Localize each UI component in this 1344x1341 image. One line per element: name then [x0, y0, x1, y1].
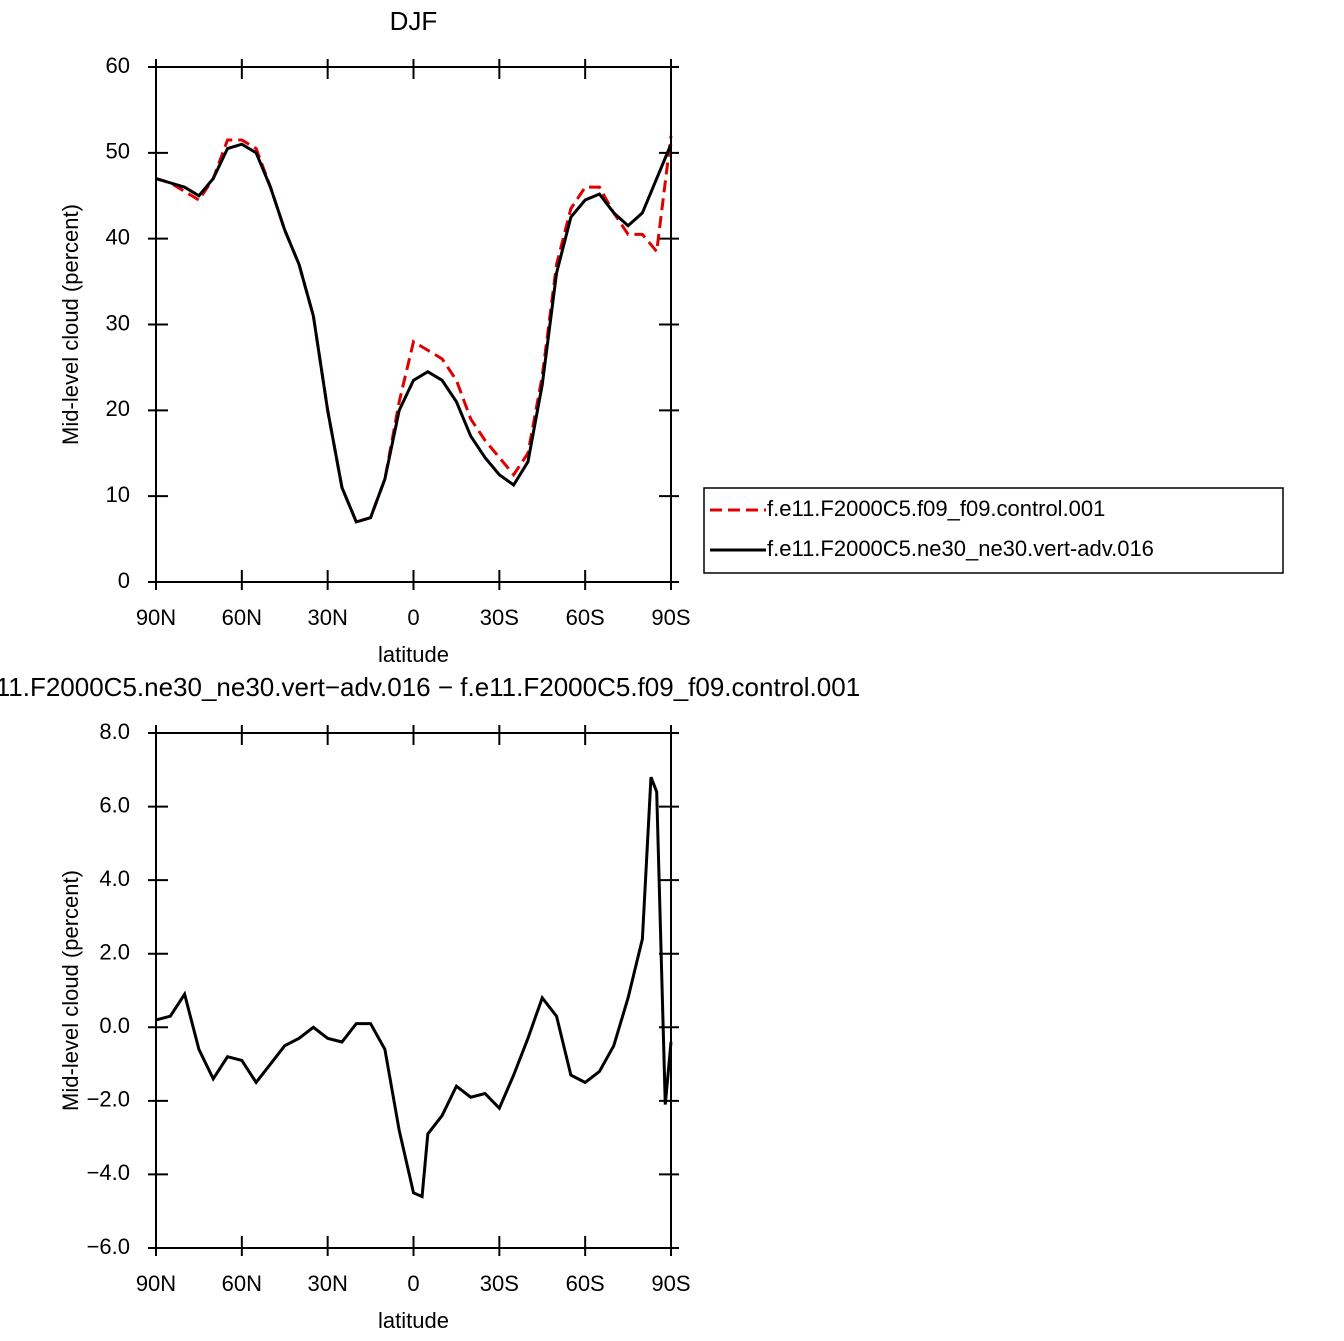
y-tick-label: 30 [106, 310, 130, 335]
y-tick-label: 0 [118, 568, 130, 593]
y-tick-label: 8.0 [99, 719, 130, 744]
x-axis-label: latitude [378, 1308, 449, 1333]
chart-title: DJF [390, 6, 438, 36]
data-line [155, 776, 673, 1199]
y-tick-label: −2.0 [87, 1087, 130, 1112]
x-tick-label: 90N [136, 1271, 176, 1296]
chart-title: f.e11.F2000C5.ne30_ne30.vert−adv.016 − f… [0, 672, 860, 702]
y-tick-label: −6.0 [87, 1234, 130, 1259]
y-tick-label: 6.0 [99, 792, 130, 817]
x-tick-label: 60N [222, 1271, 262, 1296]
y-tick-label: 60 [106, 53, 130, 78]
y-axis-label: Mid-level cloud (percent) [58, 204, 83, 445]
x-tick-label: 60S [566, 605, 605, 630]
y-tick-label: 20 [106, 396, 130, 421]
x-tick-label: 90N [136, 605, 176, 630]
x-tick-label: 30S [480, 605, 519, 630]
x-tick-label: 0 [407, 1271, 419, 1296]
x-tick-label: 90S [651, 1271, 690, 1296]
data-line [155, 142, 673, 524]
x-tick-label: 90S [651, 605, 690, 630]
y-tick-label: 0.0 [99, 1013, 130, 1038]
x-tick-label: 0 [407, 605, 419, 630]
y-tick-label: 50 [106, 139, 130, 164]
x-axis-label: latitude [378, 642, 449, 667]
y-tick-label: −4.0 [87, 1160, 130, 1185]
y-tick-label: 10 [106, 482, 130, 507]
y-tick-label: 4.0 [99, 866, 130, 891]
y-tick-label: 2.0 [99, 940, 130, 965]
data-line [155, 135, 673, 524]
legend-label: f.e11.F2000C5.ne30_ne30.vert-adv.016 [767, 536, 1154, 561]
y-axis-label: Mid-level cloud (percent) [58, 870, 83, 1111]
plot-frame [155, 66, 672, 583]
x-tick-label: 30N [307, 605, 347, 630]
legend-box [703, 487, 1284, 574]
plot-frame [155, 732, 672, 1249]
x-tick-label: 30N [307, 1271, 347, 1296]
x-tick-label: 60N [222, 605, 262, 630]
legend-label: f.e11.F2000C5.f09_f09.control.001 [767, 496, 1105, 521]
x-tick-label: 30S [480, 1271, 519, 1296]
x-tick-label: 60S [566, 1271, 605, 1296]
y-tick-label: 40 [106, 224, 130, 249]
